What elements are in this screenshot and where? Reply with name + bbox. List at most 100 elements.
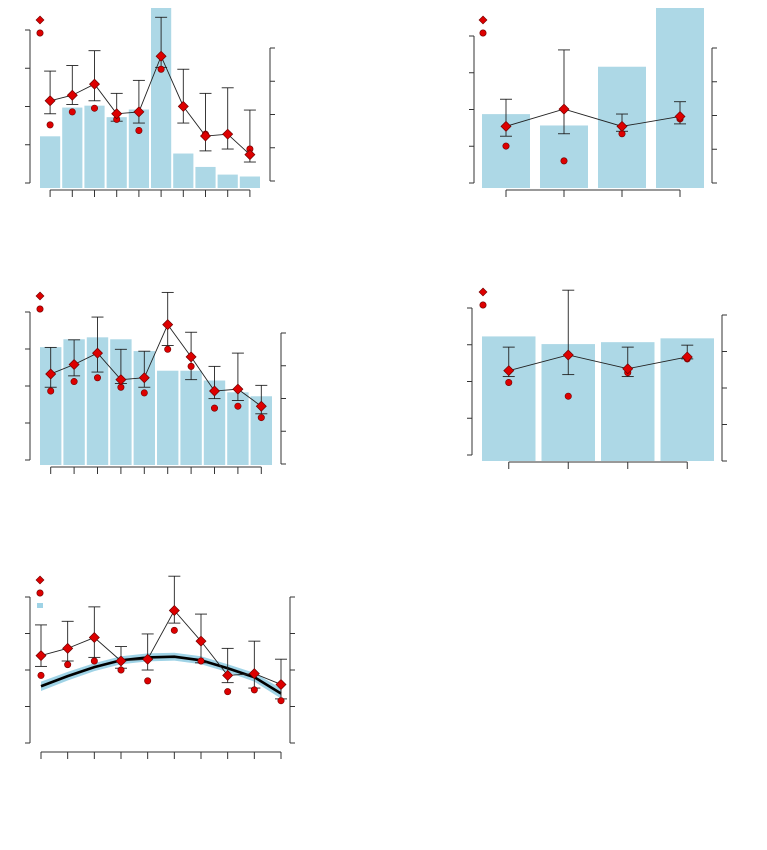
data-point [234,402,242,410]
diamond-marker [66,89,78,101]
bar [239,176,260,188]
diamond-marker [168,604,180,616]
data-point [37,671,45,679]
data-point [94,374,102,382]
bar [173,153,194,188]
legend-point-marker [36,29,44,37]
diamond-marker [232,383,244,395]
data-point [117,666,125,674]
panel-middle-right [467,287,727,469]
data-point [90,657,98,665]
legend-diamond-marker [35,15,45,25]
panel-bottom-left [25,575,295,759]
data-point [64,661,72,669]
diamond-marker [115,374,127,386]
bar [217,174,238,188]
confidence-band [41,652,281,699]
data-point [560,157,568,165]
diamond-marker [177,100,189,112]
marker-connecting-line [49,55,251,155]
diamond-marker [674,110,686,122]
diamond-marker [244,149,256,161]
diamond-marker [200,130,211,142]
diamond-marker [500,120,512,132]
bar [62,107,83,188]
data-point [140,389,148,397]
diamond-marker [142,653,154,665]
legend-point-marker [479,29,487,37]
diamond-marker [88,632,100,644]
marker-connecting-line [508,354,688,372]
diamond-marker [115,655,127,667]
data-point [257,414,265,422]
diamond-marker [248,668,260,680]
marker-connecting-line [40,609,282,685]
data-point [91,104,99,112]
bar [180,370,202,465]
diamond-marker [138,372,150,384]
diamond-marker [503,365,515,377]
diamond-marker [209,385,220,397]
bar [203,380,226,465]
smooth-fit-line [40,655,282,695]
bar [157,370,179,465]
bar [110,339,132,465]
legend-diamond-marker [35,291,45,301]
bar [227,392,249,465]
data-point [68,108,76,116]
data-point [157,65,165,73]
diamond-marker [558,103,570,115]
diamond-marker [44,95,56,107]
panel-middle-left [25,291,286,474]
diamond-marker [255,400,267,412]
diamond-marker [162,319,174,331]
data-point [197,657,205,665]
bar [63,339,85,465]
data-point [250,686,258,694]
bar [195,166,216,188]
diamond-marker [622,363,634,375]
data-point [46,121,54,129]
legend-point-marker [479,301,487,309]
diamond-marker [155,50,167,62]
bar [40,136,61,188]
legend-diamond-marker [478,15,488,25]
data-point [144,677,152,685]
data-point [164,345,172,353]
diamond-marker [275,678,287,690]
diamond-marker [562,349,574,361]
data-point [170,626,178,634]
data-point [47,387,55,395]
data-point [224,688,232,696]
diamond-marker [62,642,74,654]
data-point [187,362,195,370]
data-point [135,126,143,134]
legend-diamond-marker [35,575,45,585]
data-point [502,142,510,150]
panel-top-right [469,8,717,197]
diamond-marker [68,358,80,370]
bar [40,347,62,465]
marker-connecting-line [50,323,262,407]
data-point [505,378,513,386]
diamond-marker [133,106,145,118]
bar [86,337,109,465]
bar [106,117,127,188]
diamond-marker [89,78,100,90]
legend-diamond-marker [478,287,488,297]
data-point [564,392,572,400]
bar [656,8,704,188]
diamond-marker [616,120,628,132]
bar [151,8,172,188]
diamond-marker [92,347,103,359]
legend-point-marker [36,305,44,313]
data-point [70,378,78,386]
panel-top-left [25,8,275,197]
data-point [277,697,285,705]
marker-connecting-line [505,108,681,127]
data-point [211,404,219,412]
diamond-marker [222,669,234,681]
diamond-marker [45,368,57,380]
diamond-marker [681,351,693,363]
